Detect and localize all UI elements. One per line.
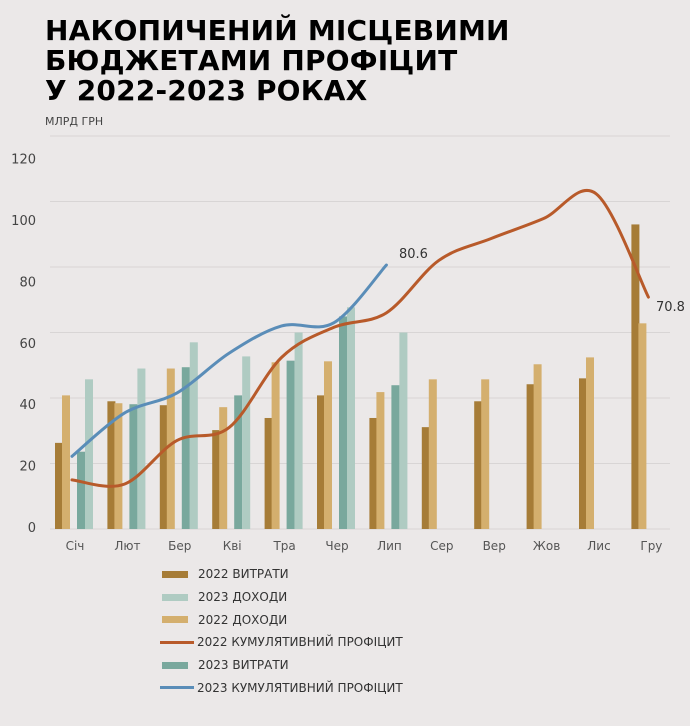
bar [376,392,385,529]
legend-swatch [162,616,188,624]
chart-title: НАКОПИЧЕНИЙ МІСЦЕВИМИ БЮДЖЕТАМИ ПРОФІЦИТ… [45,16,510,106]
data-label: 70.8 [656,300,685,315]
y-tick-label: 20 [19,460,36,475]
y-tick-label: 120 [11,153,36,168]
legend-swatch [162,661,188,669]
bar [579,378,587,529]
y-tick-label: 80 [19,275,36,290]
bar [212,430,221,529]
bar [533,364,542,529]
legend-swatch [160,640,194,644]
y-tick-label: 60 [19,337,36,352]
bar [421,427,430,529]
bar [526,384,535,529]
bar [428,379,437,529]
bar [474,401,483,529]
x-tick-label: Січ [66,539,85,553]
legend-label: 2022 ВИТРАТИ [198,567,289,582]
bar [324,361,332,529]
x-tick-label: Кві [223,539,242,553]
bar [77,451,85,529]
line-series [70,189,650,488]
bar [638,323,647,529]
bar [107,401,116,529]
chart: 0 20 40 60 80 100 120 Січ Лют Бер Кві Тра Чер Лип Сер В… [11,135,685,553]
bar [339,316,347,529]
bar [294,332,303,529]
legend-label: 2023 КУМУЛЯТИВНИЙ ПРОФІЦИТ [197,680,403,695]
bar [55,442,63,529]
bar [137,368,146,529]
bar [481,379,490,529]
bar [631,224,640,530]
legend-label: 2022 ДОХОДИ [198,612,288,627]
line-series [70,263,388,458]
legend-item: 2023 ВИТРАТИ [162,654,403,677]
x-tick-label: Чер [325,539,348,553]
title-line: У 2022-2023 РОКАХ [45,74,368,107]
bar [85,379,93,529]
legend-label: 2023 ВИТРАТИ [198,658,289,673]
y-tick-label: 100 [11,214,36,229]
bar [271,362,280,529]
legend-swatch [162,593,188,601]
bar [391,385,400,529]
x-tick-label: Бер [168,539,191,553]
bar [166,368,175,529]
bar [347,307,355,529]
x-tick-label: Сер [430,539,453,553]
bar [62,395,70,529]
title-line: НАКОПИЧЕНИЙ МІСЦЕВИМИ [45,14,510,47]
bar [286,360,295,529]
bar [129,404,138,529]
x-tick-label: Жов [533,539,560,553]
bar [586,357,594,529]
bar [181,367,190,529]
bar [317,395,325,529]
bar [159,405,168,529]
bar [234,395,243,529]
legend-item: 2022 КУМУЛЯТИВНИЙ ПРОФІЦИТ [160,631,403,654]
x-tick-label: Лис [587,539,610,553]
x-tick-label: Вер [483,539,506,553]
legend-item: 2023 КУМУЛЯТИВНИЙ ПРОФІЦИТ [160,676,403,699]
y-tick-label: 0 [28,521,36,536]
x-tick-label: Лип [377,539,402,553]
x-tick-label: Тра [272,539,295,553]
legend: 2022 ВИТРАТИ 2023 ДОХОДИ 2022 ДОХОДИ 2022 К… [160,563,403,699]
legend-swatch [160,686,194,690]
x-tick-label: Гру [640,539,662,553]
unit-label: МЛРД ГРН [45,115,104,128]
y-tick-label: 40 [19,398,36,413]
legend-label: 2023 ДОХОДИ [198,590,288,605]
bar [369,417,378,529]
legend-item: 2023 ДОХОДИ [162,586,403,609]
legend-swatch [162,570,188,578]
x-tick-label: Лют [114,539,140,553]
bar [264,417,273,529]
data-label: 80.6 [399,247,428,262]
legend-item: 2022 ВИТРАТИ [162,563,403,586]
bar [242,356,251,529]
bar [399,332,408,529]
bar [219,407,228,529]
legend-label: 2022 КУМУЛЯТИВНИЙ ПРОФІЦИТ [197,635,403,650]
title-line: БЮДЖЕТАМИ ПРОФІЦИТ [45,44,458,77]
bar [114,403,123,529]
legend-item: 2022 ДОХОДИ [162,608,403,631]
